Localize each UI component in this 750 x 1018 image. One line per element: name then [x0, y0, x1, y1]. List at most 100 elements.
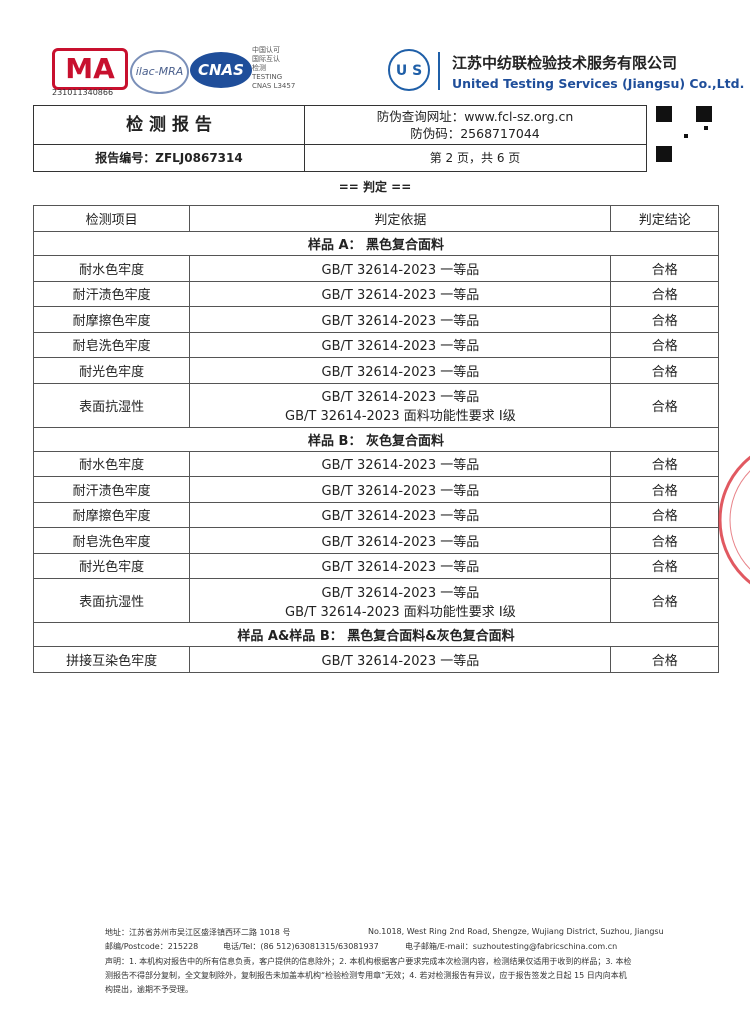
basis-line: GB/T 32614-2023 一等品	[321, 509, 480, 525]
test-item: 耐摩擦色牢度	[32, 306, 191, 333]
basis-line: GB/T 32614-2023 一等品	[321, 560, 480, 576]
basis-line: GB/T 32614-2023 一等品	[321, 483, 480, 499]
basis: GB/T 32614-2023 一等品	[189, 646, 612, 673]
qr-cell	[668, 110, 672, 114]
basis-line: GB/T 32614-2023 一等品	[321, 585, 480, 601]
qr-cell	[668, 158, 672, 162]
cnas-line: CNAS L3457	[252, 82, 296, 90]
qr-cell	[664, 150, 668, 154]
basis: GB/T 32614-2023 一等品 GB/T 32614-2023 面料功能性…	[189, 382, 612, 428]
result: 合格	[610, 646, 719, 673]
test-item: 耐光色牢度	[32, 552, 191, 579]
qr-cell	[668, 154, 672, 158]
qr-cell	[708, 114, 712, 118]
address-cn: 地址：江苏省苏州市吴江区盛泽镇西环二路 1018 号	[105, 928, 291, 937]
basis-line: GB/T 32614-2023 一等品	[321, 339, 480, 355]
qr-code	[656, 106, 712, 162]
page-number: 第 2 页，共 6 页	[429, 151, 521, 165]
group-title: 样品 A&样品 B： 黑色复合面料&灰色复合面料	[33, 622, 719, 647]
result: 合格	[610, 476, 719, 503]
basis: GB/T 32614-2023 一等品	[189, 527, 612, 554]
company-cn: 江苏中纺联检验技术服务有限公司	[452, 54, 678, 72]
qr-cell	[668, 114, 672, 118]
group-row: 样品 A： 黑色复合面料	[33, 231, 719, 256]
qr-cell	[656, 106, 660, 110]
qr-cell	[696, 118, 700, 122]
basis-line: GB/T 32614-2023 一等品	[321, 313, 480, 329]
cma-logo: MA	[52, 48, 128, 90]
basis: GB/T 32614-2023 一等品	[189, 280, 612, 307]
qr-cell	[660, 146, 664, 150]
qr-cell	[656, 118, 660, 122]
data-row: 耐水色牢度 GB/T 32614-2023 一等品 合格	[32, 450, 719, 477]
group-row: 样品 B： 灰色复合面料	[33, 426, 719, 452]
test-item: 表面抗湿性	[32, 578, 191, 623]
qr-cell	[660, 110, 664, 114]
tel: 电话/Tel：(86 512)63081315/63081937	[223, 942, 379, 951]
result: 合格	[610, 527, 719, 554]
column-header: 判定依据	[189, 205, 612, 232]
report-no: 报告编号：ZFLJ0867314	[95, 151, 243, 165]
qr-cell	[664, 158, 668, 162]
result: 合格	[610, 578, 719, 623]
qr-cell	[696, 110, 700, 114]
result: 合格	[610, 450, 719, 477]
statement-line: 声明：1. 本机构对报告中的所有信息负责，客户提供的信息除外；2. 本机构根据客…	[105, 957, 632, 966]
qr-cell	[660, 150, 664, 154]
basis: GB/T 32614-2023 一等品	[189, 450, 612, 477]
qr-cell	[664, 146, 668, 150]
qr-cell	[668, 146, 672, 150]
qr-cell	[700, 118, 704, 122]
qr-cell	[656, 150, 660, 154]
qr-cell	[664, 114, 668, 118]
result: 合格	[610, 501, 719, 528]
qr-cell	[704, 126, 708, 130]
basis-line: GB/T 32614-2023 一等品	[321, 288, 480, 304]
section-title: == 判定 ==	[338, 180, 412, 194]
qr-cell	[704, 114, 708, 118]
qr-cell	[700, 114, 704, 118]
ilac-logo: ilac-MRA	[130, 50, 189, 94]
qr-cell	[708, 118, 712, 122]
data-row: 耐光色牢度 GB/T 32614-2023 一等品 合格	[32, 552, 719, 579]
qr-cell	[700, 110, 704, 114]
qr-cell	[708, 106, 712, 110]
data-row: 耐汗渍色牢度 GB/T 32614-2023 一等品 合格	[32, 280, 719, 307]
data-row: 拼接互染色牢度 GB/T 32614-2023 一等品 合格	[32, 646, 719, 673]
rule	[304, 106, 305, 171]
stamp	[718, 455, 750, 585]
postcode: 邮编/Postcode：215228	[105, 942, 199, 951]
cnas-text: 中国认可 国际互认 检测 TESTING CNAS L3457	[252, 46, 295, 91]
header-row: 检测项目 判定依据 判定结论	[32, 205, 719, 232]
cnas-line: 中国认可	[252, 46, 280, 54]
cnas-logo: CNAS	[190, 52, 252, 88]
basis-line: GB/T 32614-2023 一等品	[321, 364, 480, 380]
statement: 声明：1. 本机构对报告中的所有信息负责，客户提供的信息除外；2. 本机构根据客…	[105, 955, 632, 997]
uts-logo: U S	[388, 49, 430, 91]
basis-line: GB/T 32614-2023 面料功能性要求 Ⅰ级	[285, 409, 516, 424]
qr-cell	[704, 106, 708, 110]
statement-line: 构提出，逾期不予受理。	[105, 985, 193, 994]
result: 合格	[610, 280, 719, 307]
qr-cell	[660, 106, 664, 110]
statement-line: 测报告不得部分复制，全文复制除外，复制报告未加盖本机构“检验检测专用章”无效；4…	[105, 971, 627, 980]
qr-cell	[668, 150, 672, 154]
cnas-line: TESTING	[252, 73, 283, 81]
basis-line: GB/T 32614-2023 一等品	[321, 262, 480, 278]
cma-number: 231011340866	[52, 88, 114, 97]
test-item: 耐水色牢度	[32, 450, 191, 477]
qr-cell	[704, 110, 708, 114]
qr-cell	[664, 118, 668, 122]
result: 合格	[610, 552, 719, 579]
basis: GB/T 32614-2023 一等品	[189, 306, 612, 333]
data-row: 耐水色牢度 GB/T 32614-2023 一等品 合格	[32, 255, 719, 282]
column-header: 检测项目	[32, 205, 191, 232]
qr-cell	[664, 110, 668, 114]
group-title: 样品 A： 黑色复合面料	[33, 231, 719, 256]
basis: GB/T 32614-2023 一等品	[189, 357, 612, 384]
basis: GB/T 32614-2023 一等品	[189, 501, 612, 528]
qr-cell	[660, 158, 664, 162]
column-header: 判定结论	[610, 205, 719, 232]
basis-line: GB/T 32614-2023 一等品	[321, 390, 480, 405]
